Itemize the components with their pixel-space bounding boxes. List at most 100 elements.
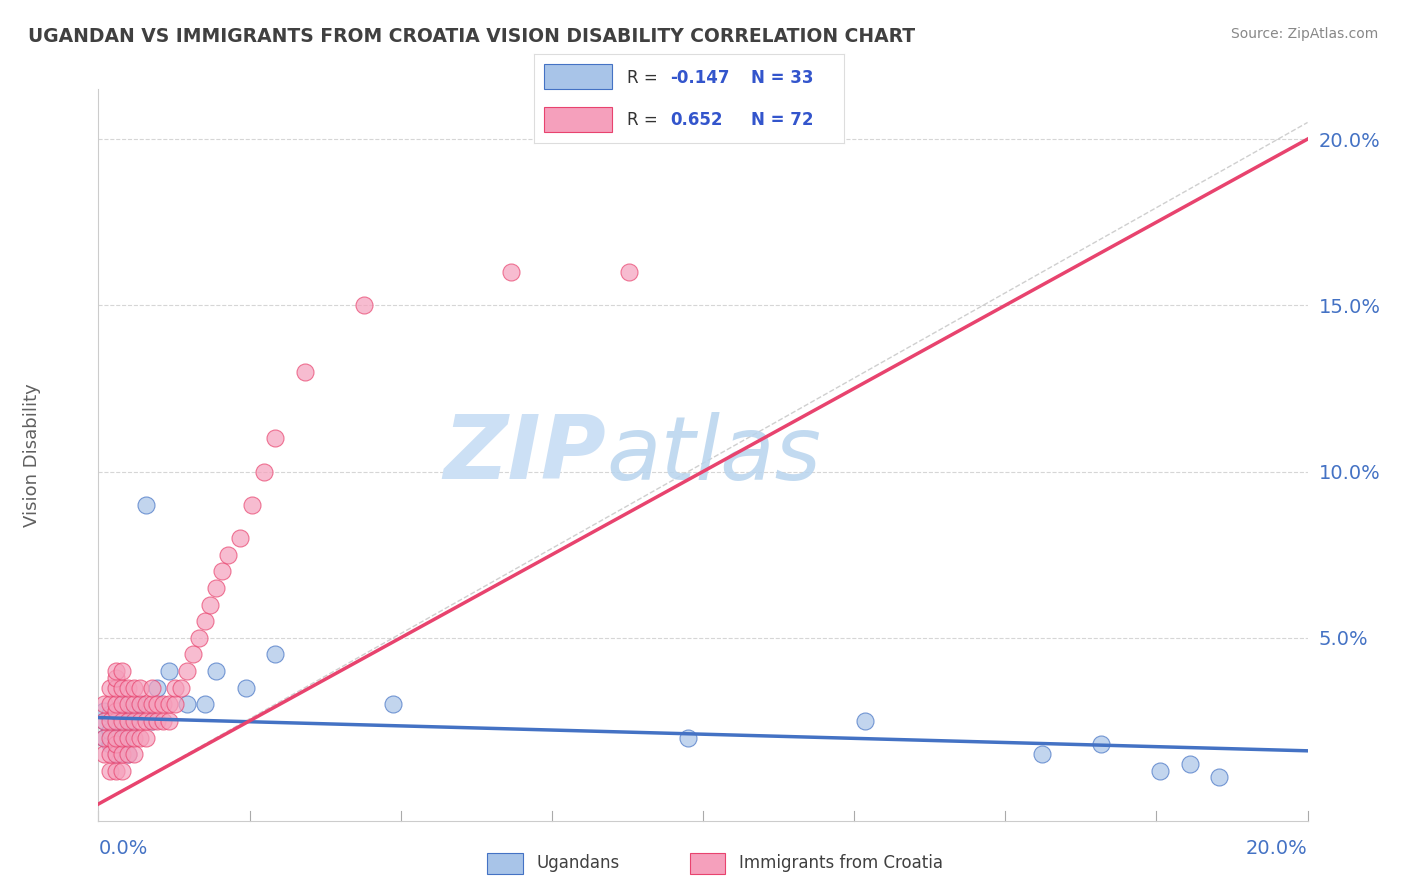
Point — [93, 698, 115, 712]
Point — [117, 747, 139, 761]
Point — [619, 265, 641, 279]
Text: Source: ZipAtlas.com: Source: ZipAtlas.com — [1230, 27, 1378, 41]
Point — [111, 681, 134, 695]
Point — [122, 698, 145, 712]
Point — [105, 698, 128, 712]
Text: 0.652: 0.652 — [671, 111, 723, 128]
Point — [205, 664, 228, 678]
Point — [146, 681, 169, 695]
Point — [229, 531, 252, 545]
Point — [678, 731, 700, 745]
Point — [98, 731, 121, 745]
Point — [98, 698, 121, 712]
Point — [111, 698, 134, 712]
Point — [105, 704, 128, 718]
Point — [111, 731, 134, 745]
Point — [98, 707, 121, 722]
Point — [1031, 747, 1053, 761]
Point — [1149, 764, 1171, 778]
Text: 0.0%: 0.0% — [98, 838, 148, 858]
Text: N = 72: N = 72 — [751, 111, 813, 128]
Point — [200, 598, 222, 612]
Point — [252, 465, 274, 479]
Text: N = 33: N = 33 — [751, 69, 813, 87]
Point — [93, 704, 115, 718]
Point — [135, 698, 157, 712]
Point — [128, 731, 150, 745]
Point — [205, 581, 228, 595]
Point — [93, 731, 115, 745]
Point — [382, 698, 405, 712]
Point — [135, 714, 157, 728]
Point — [176, 664, 198, 678]
Point — [135, 731, 157, 745]
Point — [105, 764, 128, 778]
Point — [105, 714, 128, 728]
Point — [111, 737, 134, 751]
Point — [157, 698, 180, 712]
Point — [170, 681, 193, 695]
Point — [165, 681, 187, 695]
Point — [98, 764, 121, 778]
Point — [122, 704, 145, 718]
Point — [294, 365, 316, 379]
Point — [105, 731, 128, 745]
Point — [157, 664, 180, 678]
Point — [105, 664, 128, 678]
Bar — [486, 853, 523, 874]
Bar — [544, 107, 612, 132]
Point — [105, 747, 128, 761]
Point — [141, 681, 163, 695]
Point — [176, 698, 198, 712]
Point — [98, 737, 121, 751]
Point — [181, 648, 204, 662]
Point — [105, 671, 128, 685]
Point — [98, 714, 121, 728]
Point — [111, 747, 134, 761]
Point — [105, 714, 128, 728]
Point — [122, 731, 145, 745]
Point — [117, 731, 139, 745]
Point — [98, 723, 121, 738]
Point — [117, 698, 139, 712]
Point — [117, 723, 139, 738]
Bar — [689, 853, 725, 874]
Point — [157, 714, 180, 728]
Point — [217, 548, 239, 562]
Text: -0.147: -0.147 — [671, 69, 730, 87]
Text: atlas: atlas — [606, 412, 821, 498]
Point — [853, 714, 876, 728]
Point — [105, 681, 128, 695]
Text: Ugandans: Ugandans — [537, 855, 620, 872]
Bar — [544, 64, 612, 89]
Point — [264, 648, 287, 662]
Point — [128, 698, 150, 712]
Text: 20.0%: 20.0% — [1246, 838, 1308, 858]
Point — [111, 664, 134, 678]
Point — [146, 698, 169, 712]
Point — [128, 714, 150, 728]
Text: R =: R = — [627, 69, 664, 87]
Text: Vision Disability: Vision Disability — [22, 383, 41, 527]
Text: ZIP: ZIP — [443, 411, 606, 499]
Point — [152, 714, 174, 728]
Point — [93, 714, 115, 728]
Point — [111, 714, 134, 728]
Point — [187, 631, 209, 645]
Point — [122, 714, 145, 728]
Text: UGANDAN VS IMMIGRANTS FROM CROATIA VISION DISABILITY CORRELATION CHART: UGANDAN VS IMMIGRANTS FROM CROATIA VISIO… — [28, 27, 915, 45]
Point — [117, 714, 139, 728]
Point — [98, 681, 121, 695]
Point — [93, 731, 115, 745]
Point — [240, 498, 263, 512]
Text: Immigrants from Croatia: Immigrants from Croatia — [740, 855, 943, 872]
Point — [128, 681, 150, 695]
Point — [105, 747, 128, 761]
Point — [194, 698, 217, 712]
Point — [501, 265, 523, 279]
Point — [152, 698, 174, 712]
Point — [122, 747, 145, 761]
Point — [122, 681, 145, 695]
Point — [111, 698, 134, 712]
Point — [117, 747, 139, 761]
